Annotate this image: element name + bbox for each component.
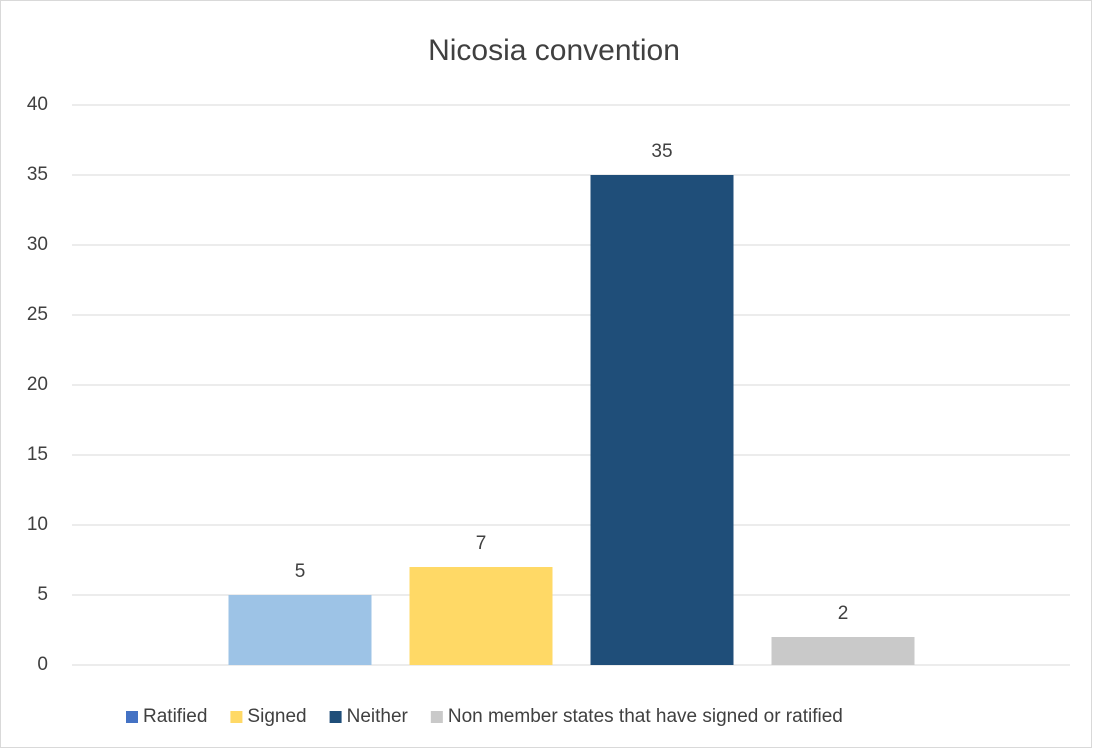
y-tick-label: 15 xyxy=(27,444,48,465)
y-tick-label: 10 xyxy=(27,514,48,535)
legend-label: Non member states that have signed or ra… xyxy=(448,706,843,727)
bar xyxy=(228,595,372,665)
legend-label: Ratified xyxy=(143,706,207,727)
y-tick-label: 30 xyxy=(27,234,48,255)
bar xyxy=(409,567,553,665)
legend-label: Signed xyxy=(247,706,306,727)
data-label: 2 xyxy=(838,603,849,624)
legend-swatch xyxy=(126,711,138,723)
legend-label: Neither xyxy=(347,706,409,727)
bar xyxy=(771,637,915,665)
y-tick-label: 20 xyxy=(27,374,48,395)
y-tick-label: 0 xyxy=(37,654,48,675)
y-tick-label: 5 xyxy=(37,584,48,605)
chart-title: Nicosia convention xyxy=(428,34,680,67)
legend-swatch xyxy=(329,711,342,723)
data-label: 7 xyxy=(476,533,487,554)
data-label: 35 xyxy=(651,141,672,162)
bar xyxy=(590,175,734,665)
legend-swatch xyxy=(430,711,443,723)
y-tick-label: 40 xyxy=(27,94,48,115)
legend-swatch xyxy=(230,711,243,723)
data-label: 5 xyxy=(295,561,306,582)
y-tick-label: 35 xyxy=(27,164,48,185)
y-tick-label: 25 xyxy=(27,304,48,325)
